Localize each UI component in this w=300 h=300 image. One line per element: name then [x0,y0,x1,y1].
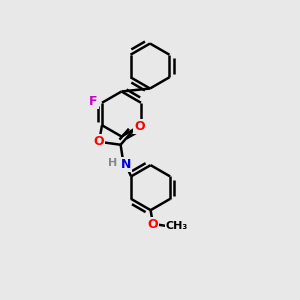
Text: H: H [108,158,117,168]
Text: O: O [148,218,158,231]
Text: F: F [89,95,98,108]
Text: CH₃: CH₃ [166,221,188,231]
Text: N: N [121,158,131,171]
Text: O: O [94,135,104,148]
Text: O: O [134,120,145,133]
